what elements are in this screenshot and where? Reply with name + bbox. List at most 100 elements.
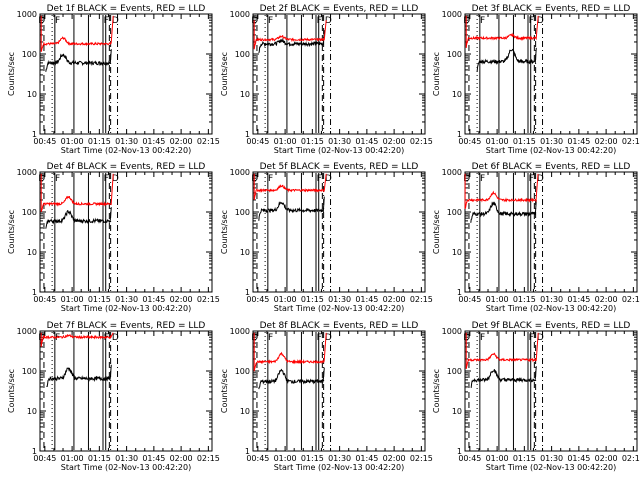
flag-letter-d: D bbox=[537, 174, 544, 184]
flag-letter-d: D bbox=[463, 16, 470, 26]
x-tick-label: 01:15 bbox=[301, 454, 324, 463]
x-tick-label: 01:30 bbox=[115, 454, 138, 463]
y-tick-label: 1000 bbox=[442, 168, 462, 177]
flag-letter-d: D bbox=[463, 333, 470, 343]
series-events-line bbox=[470, 366, 537, 389]
panel-frame bbox=[252, 330, 426, 452]
y-tick-label: 1 bbox=[245, 447, 250, 456]
x-tick-label: 01:45 bbox=[142, 137, 165, 146]
panel-frame bbox=[464, 330, 638, 452]
series-lld-line bbox=[40, 173, 114, 212]
flag-letter-f: F bbox=[104, 333, 109, 343]
flag-letter-d: D bbox=[38, 16, 45, 26]
flag-letter-f: F bbox=[268, 174, 273, 184]
panel-title: Det 5f BLACK = Events, RED = LLD bbox=[260, 162, 419, 172]
x-axis-label: Start Time (02-Nov-13 00:42:20) bbox=[61, 304, 191, 313]
flag-letter-f: F bbox=[317, 333, 322, 343]
y-tick-label: 100 bbox=[22, 50, 37, 59]
flag-letter-f: F bbox=[529, 174, 534, 184]
y-tick-label: 10 bbox=[240, 407, 250, 416]
series-lld-line bbox=[465, 15, 539, 48]
x-axis-label: Start Time (02-Nov-13 00:42:20) bbox=[61, 146, 191, 155]
x-tick-label: 01:00 bbox=[486, 454, 509, 463]
x-tick-label: 00:45 bbox=[246, 454, 269, 463]
flag-letter-f: F bbox=[55, 333, 60, 343]
flag-letter-f: F bbox=[480, 174, 485, 184]
x-tick-label: 00:45 bbox=[246, 295, 269, 304]
y-tick-label: 100 bbox=[22, 208, 37, 217]
series-events-line bbox=[476, 47, 537, 72]
x-tick-label: 01:30 bbox=[328, 454, 351, 463]
panel-6: Det 6f BLACK = Events, RED = LLD 1 10 100 10… bbox=[432, 162, 640, 313]
x-tick-label: 01:45 bbox=[567, 454, 590, 463]
x-tick-label: 02:15 bbox=[410, 454, 433, 463]
x-tick-label: 00:45 bbox=[458, 137, 481, 146]
series-events-line bbox=[470, 200, 537, 223]
x-tick-label: 01:30 bbox=[115, 295, 138, 304]
x-tick-label: 01:45 bbox=[567, 295, 590, 304]
x-tick-label: 00:45 bbox=[33, 295, 56, 304]
x-tick-label: 02:15 bbox=[197, 454, 220, 463]
y-tick-label: 100 bbox=[235, 50, 250, 59]
flag-letter-f: F bbox=[268, 16, 273, 26]
x-tick-label: 01:30 bbox=[540, 295, 563, 304]
x-axis-label: Start Time (02-Nov-13 00:42:20) bbox=[61, 463, 191, 472]
y-tick-label: 10 bbox=[27, 407, 37, 416]
panel-frame bbox=[252, 171, 426, 293]
flag-letter-d: D bbox=[112, 16, 119, 26]
x-tick-label: 01:45 bbox=[142, 454, 165, 463]
flag-letter-d: D bbox=[537, 16, 544, 26]
x-tick-label: 02:00 bbox=[383, 454, 406, 463]
y-axis-label: Counts/sec bbox=[220, 52, 229, 96]
x-tick-label: 02:15 bbox=[197, 295, 220, 304]
x-tick-label: 02:00 bbox=[170, 295, 193, 304]
flag-letter-f: F bbox=[480, 16, 485, 26]
x-tick-label: 02:15 bbox=[197, 137, 220, 146]
series-events-line bbox=[45, 49, 112, 72]
x-axis-label: Start Time (02-Nov-13 00:42:20) bbox=[274, 146, 404, 155]
flag-letter-f: F bbox=[55, 16, 60, 26]
x-tick-label: 01:00 bbox=[61, 137, 84, 146]
x-tick-label: 01:15 bbox=[301, 295, 324, 304]
y-tick-label: 1000 bbox=[230, 327, 250, 336]
x-tick-label: 01:00 bbox=[274, 137, 297, 146]
x-tick-label: 01:15 bbox=[513, 295, 536, 304]
series-events-line bbox=[258, 30, 325, 54]
panel-frame bbox=[464, 171, 638, 293]
panel-title: Det 3f BLACK = Events, RED = LLD bbox=[472, 4, 631, 14]
y-axis-label: Counts/sec bbox=[432, 52, 441, 96]
x-tick-label: 00:45 bbox=[33, 454, 56, 463]
x-tick-label: 01:15 bbox=[88, 137, 111, 146]
flag-letter-d: D bbox=[251, 16, 258, 26]
y-tick-label: 1000 bbox=[442, 10, 462, 19]
series-events-line bbox=[46, 364, 112, 388]
x-tick-label: 02:00 bbox=[170, 454, 193, 463]
x-tick-label: 01:45 bbox=[355, 295, 378, 304]
y-tick-label: 100 bbox=[447, 50, 462, 59]
y-tick-label: 1 bbox=[457, 130, 462, 139]
flag-letter-d: D bbox=[38, 333, 45, 343]
panel-frame bbox=[39, 330, 213, 452]
flag-letter-d: D bbox=[537, 333, 544, 343]
panel-9: Det 9f BLACK = Events, RED = LLD 1 10 100 10… bbox=[432, 321, 640, 472]
x-tick-label: 02:15 bbox=[622, 137, 640, 146]
x-tick-label: 01:00 bbox=[274, 295, 297, 304]
y-tick-label: 1000 bbox=[230, 10, 250, 19]
y-tick-label: 100 bbox=[235, 367, 250, 376]
x-tick-label: 01:00 bbox=[486, 295, 509, 304]
x-tick-label: 01:00 bbox=[486, 137, 509, 146]
series-lld-line bbox=[253, 20, 327, 50]
panel-title: Det 7f BLACK = Events, RED = LLD bbox=[47, 321, 206, 331]
flag-letter-f: F bbox=[480, 333, 485, 343]
series-lld-line bbox=[40, 15, 114, 52]
y-tick-label: 100 bbox=[447, 208, 462, 217]
y-axis-label: Counts/sec bbox=[7, 369, 16, 413]
flag-letter-f: F bbox=[55, 174, 60, 184]
panel-3: Det 3f BLACK = Events, RED = LLD 1 10 100 10… bbox=[432, 4, 640, 155]
x-tick-label: 00:45 bbox=[33, 137, 56, 146]
x-tick-label: 01:30 bbox=[540, 137, 563, 146]
x-axis-label: Start Time (02-Nov-13 00:42:20) bbox=[274, 463, 404, 472]
panel-title: Det 1f BLACK = Events, RED = LLD bbox=[47, 4, 206, 14]
x-tick-label: 01:30 bbox=[115, 137, 138, 146]
